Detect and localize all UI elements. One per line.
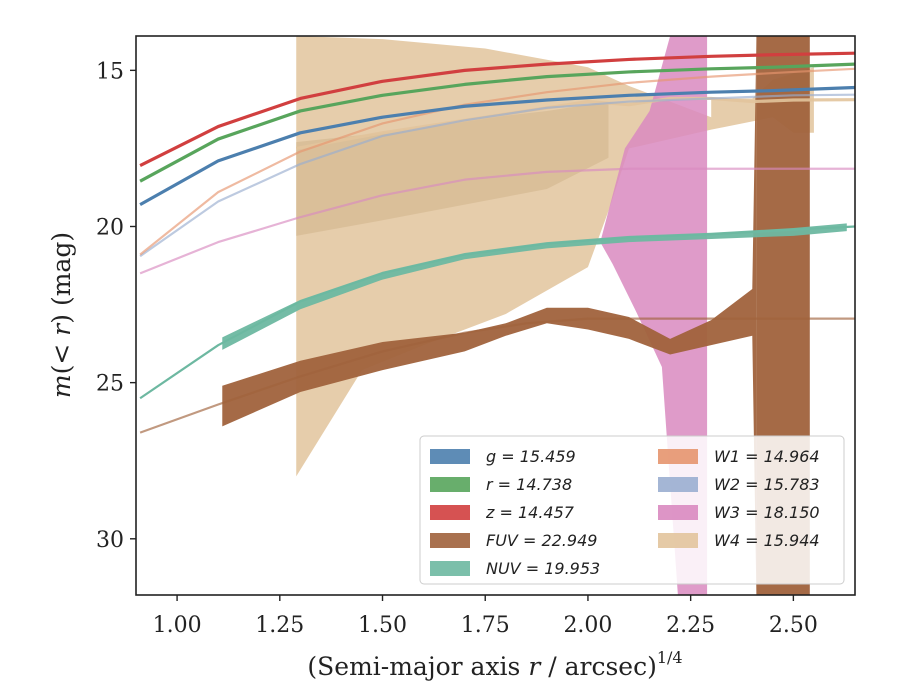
legend-label-z: z = 14.457: [485, 503, 575, 522]
legend-swatch-nuv: [430, 561, 470, 576]
y-tick-label: 25: [96, 372, 124, 397]
legend-swatch-r: [430, 477, 470, 492]
legend: g = 15.459 r = 14.738 z = 14.457 FUV = 22.9…: [419, 435, 845, 585]
legend-entry-w3: W3 = 18.150: [658, 503, 820, 522]
legend-label-w1: W1 = 14.964: [714, 447, 820, 466]
legend-swatch-g: [430, 449, 470, 464]
legend-entry-fuv: FUV = 22.949: [430, 531, 597, 550]
legend-entry-r: r = 14.738: [430, 475, 572, 494]
x-tick-label: 2.25: [666, 613, 715, 638]
series-line-w1: [139, 67, 855, 256]
legend-entry-w2: W2 = 15.783: [658, 475, 820, 494]
y-tick-label: 20: [96, 215, 124, 240]
legend-entry-w4: W4 = 15.944: [658, 531, 820, 550]
x-tick-label: 1.25: [255, 613, 304, 638]
x-axis: 1.00 1.25 1.50 1.75 2.00 2.25 2.50: [153, 595, 818, 638]
nuv-band: [222, 223, 847, 350]
legend-entry-w1: W1 = 14.964: [658, 447, 820, 466]
legend-entry-g: g = 15.459: [430, 447, 576, 466]
x-tick-label: 1.00: [153, 613, 202, 638]
series-line-r: [139, 62, 855, 183]
legend-label-fuv: FUV = 22.949: [486, 531, 597, 550]
series-line-z: [139, 51, 855, 168]
legend-label-g: g = 15.459: [486, 447, 576, 466]
legend-entry-z: z = 14.457: [430, 503, 575, 522]
x-tick-label: 1.75: [461, 613, 510, 638]
legend-swatch-w3: [658, 505, 698, 520]
legend-box: [419, 435, 845, 585]
legend-swatch-fuv: [430, 533, 470, 548]
y-axis: 15 20 25 30: [96, 59, 136, 553]
legend-label-w4: W4 = 15.944: [714, 531, 820, 550]
series-line-w3: [139, 167, 855, 275]
x-tick-label: 2.00: [563, 613, 612, 638]
legend-swatch-z: [430, 505, 470, 520]
plot-frame: [135, 35, 856, 596]
legend-label-w3: W3 = 18.150: [714, 503, 820, 522]
legend-label-r: r = 14.738: [486, 475, 572, 494]
legend-label-nuv: NUV = 19.953: [486, 559, 600, 578]
series-line-fuv: [139, 317, 855, 434]
y-axis-label: m(< r) (mag): [47, 232, 76, 398]
legend-swatch-w4: [658, 533, 698, 548]
y-tick-label: 15: [96, 59, 124, 84]
x-tick-label: 1.50: [358, 613, 407, 638]
legend-swatch-w2: [658, 477, 698, 492]
x-axis-label: (Semi-major axis r / arcsec)1/4: [307, 648, 682, 681]
legend-label-w2: W2 = 15.783: [714, 475, 820, 494]
x-tick-label: 2.50: [769, 613, 818, 638]
w4-band: [296, 36, 814, 477]
legend-entry-nuv: NUV = 19.953: [430, 559, 600, 578]
legend-swatch-w1: [658, 449, 698, 464]
series-line-g: [139, 85, 855, 207]
series-line-w2: [139, 93, 855, 258]
y-tick-label: 30: [96, 528, 124, 553]
